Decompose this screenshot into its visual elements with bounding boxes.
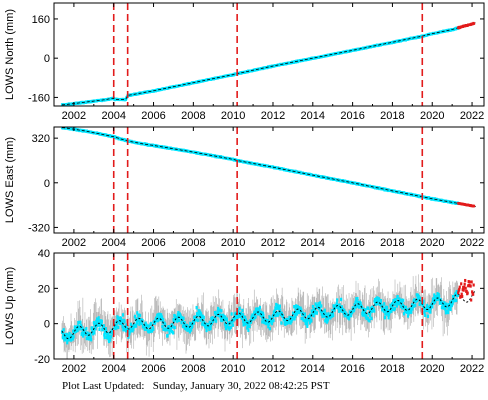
x-tick-label: 2016 — [340, 363, 364, 375]
plot-frame — [53, 2, 485, 107]
y-tick-label: 40 — [38, 248, 50, 260]
y-tick-label: -20 — [34, 354, 50, 366]
panel-2: 2002 2004 2006 2008 2010 2012 2014 2016 2018 2020… — [4, 126, 485, 249]
panel-1: 2002 2004 2006 2008 2010 2012 2014 2016 2018 2020… — [4, 2, 485, 122]
x-tick-label: 2006 — [141, 363, 165, 375]
x-tick-label: 2020 — [420, 237, 444, 249]
model-line — [62, 22, 476, 106]
plot-frame — [53, 126, 485, 234]
recent-points — [457, 21, 476, 30]
x-tick-label: 2008 — [181, 110, 205, 122]
model-line — [62, 127, 476, 208]
x-tick-label: 2022 — [460, 237, 484, 249]
x-tick-label: 2022 — [460, 363, 484, 375]
plot-updated-label: Plot Last Updated: — [62, 380, 145, 392]
plot-area — [60, 3, 476, 106]
model-line — [61, 290, 477, 340]
x-tick-label: 2012 — [261, 237, 285, 249]
plot-area — [60, 253, 477, 359]
recent-points — [457, 278, 475, 302]
y-tick-label: 0 — [44, 178, 50, 190]
y-tick-label: -160 — [28, 92, 50, 104]
x-tick-label: 2016 — [340, 110, 364, 122]
plot-updated-footer: Plot Last Updated: Sunday, January 30, 2… — [62, 380, 330, 392]
x-tick-label: 2006 — [141, 110, 165, 122]
y-axis-label: LOWS Up (mm) — [4, 267, 16, 345]
plot-updated-value: Sunday, January 30, 2022 08:42:25 PST — [152, 380, 330, 392]
recent-points — [457, 202, 476, 208]
x-tick-label: 2010 — [221, 363, 245, 375]
x-tick-label: 2004 — [101, 363, 125, 375]
x-tick-label: 2012 — [261, 363, 285, 375]
x-tick-label: 2020 — [420, 363, 444, 375]
x-tick-label: 2006 — [141, 237, 165, 249]
x-tick-label: 2002 — [62, 237, 86, 249]
y-tick-label: 320 — [32, 133, 50, 145]
y-tick-label: 20 — [38, 283, 50, 295]
data-points — [60, 26, 460, 106]
x-tick-label: 2002 — [62, 363, 86, 375]
x-tick-label: 2004 — [101, 237, 125, 249]
y-axis-label: LOWS East (mm) — [4, 137, 16, 223]
x-tick-label: 2010 — [221, 237, 245, 249]
data-points — [60, 127, 460, 205]
x-tick-label: 2014 — [301, 237, 325, 249]
x-tick-label: 2008 — [181, 363, 205, 375]
plot-area — [60, 127, 476, 233]
x-tick-label: 2016 — [340, 237, 364, 249]
x-tick-label: 2010 — [221, 110, 245, 122]
x-tick-label: 2022 — [460, 110, 484, 122]
x-tick-label: 2004 — [101, 110, 125, 122]
x-tick-label: 2014 — [301, 363, 325, 375]
x-tick-label: 2008 — [181, 237, 205, 249]
y-axis-label: LOWS North (mm) — [4, 9, 16, 100]
plot-frame — [53, 252, 485, 360]
y-tick-label: 0 — [44, 53, 50, 65]
panel-3: 2002 2004 2006 2008 2010 2012 2014 2016 2018 2020… — [4, 248, 485, 375]
x-tick-label: 2012 — [261, 110, 285, 122]
x-tick-label: 2018 — [380, 237, 404, 249]
x-tick-label: 2018 — [380, 110, 404, 122]
data-points — [60, 290, 460, 345]
y-tick-label: 160 — [32, 14, 50, 26]
x-tick-label: 2018 — [380, 363, 404, 375]
y-tick-label: 0 — [44, 319, 50, 331]
x-tick-label: 2020 — [420, 110, 444, 122]
y-tick-label: -320 — [28, 222, 50, 234]
x-tick-label: 2014 — [301, 110, 325, 122]
x-tick-label: 2002 — [62, 110, 86, 122]
